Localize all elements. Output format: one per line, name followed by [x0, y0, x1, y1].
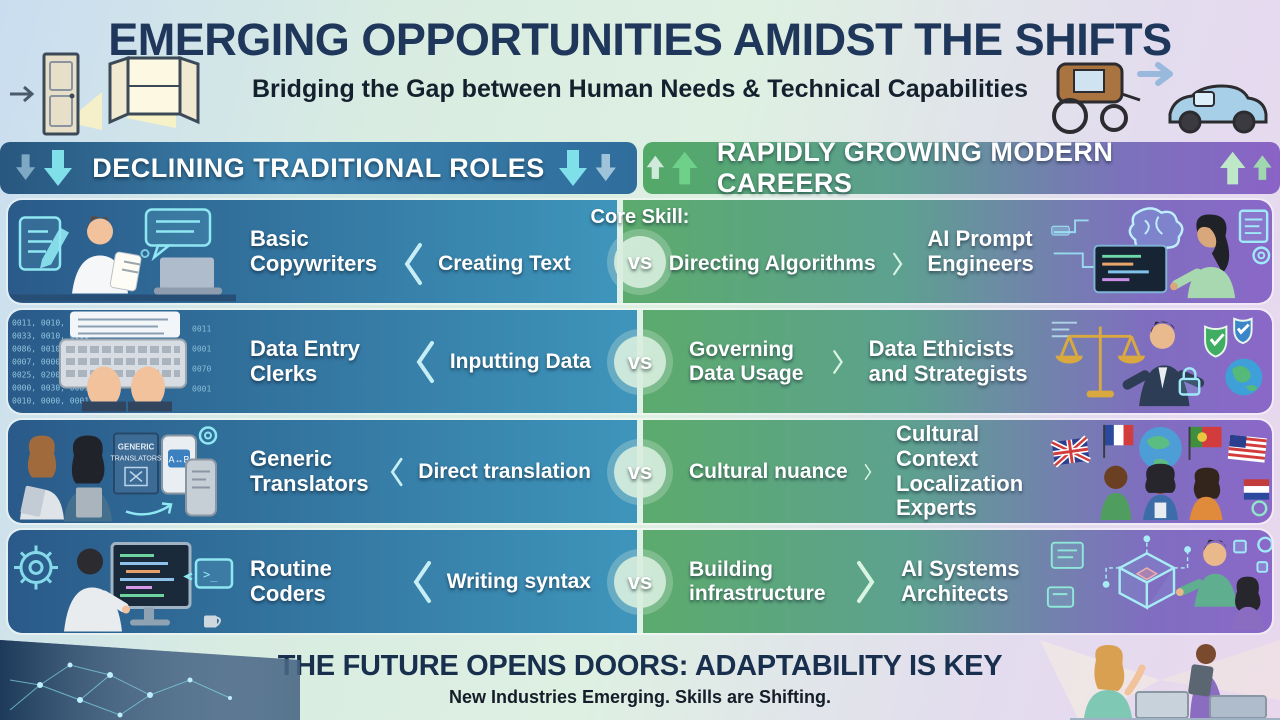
data-ethicist-illustration — [1051, 317, 1263, 407]
declining-column-label: DECLINING TRADITIONAL ROLES — [92, 152, 545, 183]
svg-text:>_: >_ — [203, 568, 218, 582]
usa-flag-icon — [1227, 434, 1267, 463]
declining-skill-text: Creating Text — [438, 251, 571, 275]
declining-role-label: Data Entry Clerks — [250, 335, 361, 386]
growing-column-label: RAPIDLY GROWING MODERN CAREERS — [716, 137, 1114, 198]
up-arrows-icon — [1220, 151, 1272, 185]
svg-text:0070: 0070 — [192, 365, 211, 374]
declining-skill-text: Inputting Data — [449, 349, 591, 373]
collaboration-illustration — [1040, 640, 1280, 720]
svg-text:0086, 0010, 0010: 0086, 0010, 0010 — [12, 345, 89, 354]
chevron-left-icon — [404, 242, 423, 285]
page-subtitle: Bridging the Gap between Human Needs & T… — [251, 75, 1029, 104]
svg-text:0000, 0030, 0001: 0000, 0030, 0001 — [12, 384, 89, 393]
growing-role-label: AI Prompt Engineers — [927, 225, 1034, 276]
footer-title: THE FUTURE OPENS DOORS: ADAPTABILITY IS … — [277, 650, 1003, 682]
growing-skill-text: Building infrastructure — [689, 558, 826, 605]
core-skill-label: Core Skill: — [590, 206, 690, 228]
svg-text:0011: 0011 — [192, 325, 211, 334]
svg-text:0007, 0000, 0011: 0007, 0000, 0011 — [12, 358, 89, 367]
comparison-row-translators: GENERIC TRANSLATORS A↔B Generic Translat… — [8, 420, 1272, 523]
netherlands-flag-icon — [1243, 479, 1270, 500]
comparison-row-data-entry: 0011, 0010, 0050 0033, 0010, 6008 0086, … — [8, 310, 1272, 413]
growing-column-header: RAPIDLY GROWING MODERN CAREERS — [643, 137, 1280, 198]
up-arrows-icon — [646, 151, 698, 185]
localization-experts-illustration — [1050, 424, 1270, 521]
declining-role-label: Generic Translators — [250, 445, 369, 496]
carriage-to-car-icon — [1052, 62, 1268, 134]
growing-role-label: Data Ethicists and Strategists — [868, 335, 1028, 386]
column-headers: DECLINING TRADITIONAL ROLES RAPIDLY GROW… — [0, 137, 1280, 198]
chevron-right-icon — [833, 349, 844, 374]
chevron-right-icon — [857, 560, 875, 603]
svg-text:TRANSLATORS: TRANSLATORS — [110, 456, 161, 463]
header: EMERGING OPPORTUNITIES AMIDST THE SHIFTS… — [0, 0, 1280, 142]
growing-role-label: Cultural Context Localization Experts — [896, 421, 1024, 521]
declining-half: GENERIC TRANSLATORS A↔B Generic Translat… — [8, 420, 637, 523]
growing-skill-text: Directing Algorithms — [668, 251, 876, 275]
open-window-icon — [108, 55, 200, 128]
car-icon — [1168, 84, 1268, 134]
growing-half: Directing Algorithms AI Prompt Engineers — [622, 200, 1272, 303]
declining-half: >_ Routine Coders Writing syntax — [8, 530, 637, 633]
growing-half: Governing Data Usage Data Ethicists and … — [643, 310, 1272, 413]
chevron-right-icon — [864, 463, 872, 480]
declining-role-label: Routine Coders — [250, 555, 332, 606]
open-door-icon — [10, 52, 200, 136]
chevron-left-icon — [416, 340, 434, 383]
declining-role-label: Basic Copywriters — [250, 225, 378, 276]
svg-text:0001: 0001 — [192, 345, 211, 354]
vs-badge: vs — [614, 445, 666, 498]
data-entry-illustration: 0011, 0010, 0050 0033, 0010, 6008 0086, … — [12, 311, 211, 412]
vs-badge: vs — [614, 335, 666, 388]
chevron-left-icon — [391, 457, 403, 486]
uk-flag-icon — [1050, 435, 1091, 468]
svg-text:0011, 0010, 0050: 0011, 0010, 0050 — [12, 319, 89, 328]
svg-text:0010, 0000, 0001: 0010, 0000, 0001 — [12, 397, 89, 406]
comparison-row-copywriters: Basic Copywriters Creating Text Core Ski… — [8, 200, 1272, 303]
vs-badge: vs — [614, 555, 666, 608]
down-arrows-icon — [558, 150, 616, 186]
ai-systems-architect-illustration — [1046, 535, 1272, 631]
chevron-right-icon — [892, 252, 903, 275]
ai-prompt-engineer-illustration — [1051, 207, 1271, 299]
declining-half: Basic Copywriters Creating Text — [8, 200, 617, 303]
down-arrows-icon — [16, 150, 73, 186]
declining-half: 0011, 0010, 0050 0033, 0010, 6008 0086, … — [8, 310, 637, 413]
svg-text:GENERIC: GENERIC — [118, 443, 155, 452]
svg-text:0025, 0200, 0001: 0025, 0200, 0001 — [12, 371, 89, 380]
generic-translator-illustration: GENERIC TRANSLATORS A↔B — [20, 426, 218, 522]
growing-skill-text: Governing Data Usage — [689, 338, 804, 385]
portugal-flag-icon — [1188, 426, 1222, 460]
declining-skill-text: Writing syntax — [446, 569, 591, 593]
growing-half: Building infrastructure AI Systems Archi… — [643, 530, 1272, 633]
network-nodes-decoration — [0, 640, 300, 720]
growing-skill-text: Cultural nuance — [689, 459, 848, 483]
svg-text:0033, 0010, 6008: 0033, 0010, 6008 — [12, 332, 89, 341]
vs-badge: vs — [614, 235, 666, 288]
footer-subtitle: New Industries Emerging. Skills are Shif… — [448, 687, 832, 707]
chevron-left-icon — [413, 560, 431, 603]
declining-column-header: DECLINING TRADITIONAL ROLES — [0, 142, 637, 194]
comparison-row-coders: >_ Routine Coders Writing syntax vs Buil… — [8, 530, 1272, 633]
growing-half: Cultural nuance Cultural Context Localiz… — [643, 420, 1272, 523]
carriage-icon — [1052, 62, 1141, 134]
svg-text:A↔B: A↔B — [168, 455, 189, 465]
declining-skill-text: Direct translation — [418, 459, 591, 483]
page-title: EMERGING OPPORTUNITIES AMIDST THE SHIFTS — [108, 14, 1172, 65]
france-flag-icon — [1103, 424, 1134, 458]
svg-text:0001: 0001 — [192, 385, 211, 394]
copywriter-illustration — [8, 208, 236, 302]
footer: THE FUTURE OPENS DOORS: ADAPTABILITY IS … — [0, 640, 1280, 720]
growing-role-label: AI Systems Architects — [901, 555, 1020, 606]
routine-coder-illustration: >_ — [14, 542, 234, 632]
